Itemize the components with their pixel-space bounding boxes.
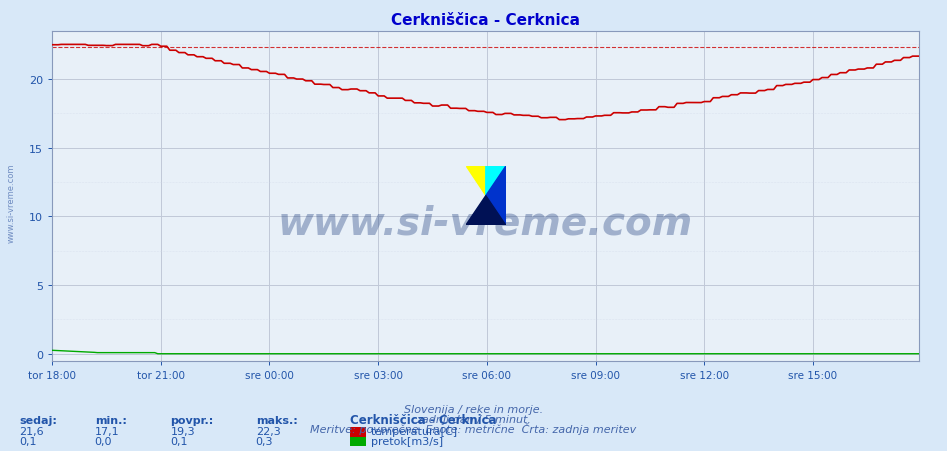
Bar <box>350 437 366 446</box>
Text: Cerkniščica - Cerknica: Cerkniščica - Cerknica <box>350 413 497 426</box>
Polygon shape <box>486 167 506 226</box>
Text: 0,1: 0,1 <box>19 436 36 446</box>
Text: Meritve: povprečne  Enote: metrične  Črta: zadnja meritev: Meritve: povprečne Enote: metrične Črta:… <box>311 422 636 433</box>
Text: 21,6: 21,6 <box>19 426 44 436</box>
Text: 17,1: 17,1 <box>95 426 119 436</box>
Text: maks.:: maks.: <box>256 415 297 425</box>
Polygon shape <box>486 167 506 196</box>
Text: 0,1: 0,1 <box>170 436 188 446</box>
Text: Slovenija / reke in morje.: Slovenija / reke in morje. <box>404 404 543 414</box>
Polygon shape <box>466 196 506 226</box>
Text: www.si-vreme.com: www.si-vreme.com <box>7 163 16 243</box>
Polygon shape <box>466 167 486 196</box>
Bar <box>350 428 366 437</box>
Text: sedaj:: sedaj: <box>19 415 57 425</box>
Text: 0,3: 0,3 <box>256 436 273 446</box>
Text: pretok[m3/s]: pretok[m3/s] <box>371 436 443 446</box>
Text: 22,3: 22,3 <box>256 426 280 436</box>
Text: povpr.:: povpr.: <box>170 415 214 425</box>
Text: min.:: min.: <box>95 415 127 425</box>
Title: Cerkniščica - Cerknica: Cerkniščica - Cerknica <box>391 13 580 28</box>
Text: www.si-vreme.com: www.si-vreme.com <box>277 203 693 241</box>
Text: 19,3: 19,3 <box>170 426 195 436</box>
Text: 0,0: 0,0 <box>95 436 112 446</box>
Text: zadnji dan / 5 minut.: zadnji dan / 5 minut. <box>416 414 531 423</box>
Text: temperatura[C]: temperatura[C] <box>371 426 458 436</box>
